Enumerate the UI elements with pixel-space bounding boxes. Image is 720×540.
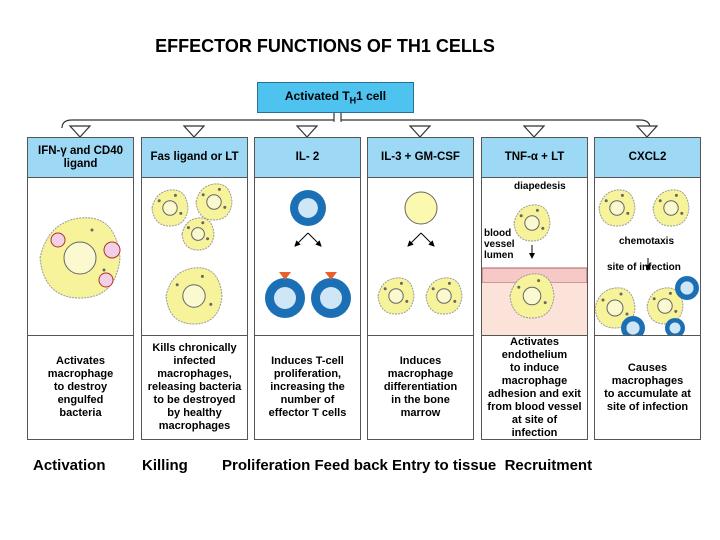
column-header: IL- 2	[254, 137, 361, 178]
column-header: CXCL2	[594, 137, 701, 178]
column-description: Activates endothelium to induce macropha…	[481, 335, 588, 440]
column-description: Induces T-cell proliferation, increasing…	[254, 335, 361, 440]
macrophage	[509, 273, 555, 319]
column-illustration	[367, 178, 474, 335]
effector-column: TNF-α + LT diapedesis blood vessel lumen …	[481, 137, 588, 440]
macrophage	[425, 277, 463, 315]
macrophage	[652, 189, 690, 227]
macrophage	[598, 189, 636, 227]
macrophage	[513, 204, 551, 242]
column-illustration: chemotaxis site of infection	[594, 178, 701, 335]
activated-th1-cell-box: Activated TH1 cell	[257, 82, 414, 113]
macrophage	[595, 287, 636, 329]
arrowhead	[182, 125, 206, 138]
bottom-label-activation: Activation	[33, 457, 106, 474]
slide-title: EFFECTOR FUNCTIONS OF TH1 CELLS	[155, 36, 495, 56]
label-blood-vessel-lumen: blood vessel lumen	[484, 228, 515, 261]
column-description: Kills chronically infected macrophages, …	[141, 335, 248, 440]
column-header: IL-3 + GM-CSF	[367, 137, 474, 178]
macrophage	[181, 217, 215, 251]
column-header: Fas ligand or LT	[141, 137, 248, 178]
macrophage	[165, 267, 223, 325]
column-header: IFN-γ and CD40 ligand	[27, 137, 134, 178]
t-cell	[311, 278, 351, 318]
effector-column: IL- 2 Induces T-cell proliferation, incr…	[254, 137, 361, 440]
t-cell	[290, 190, 326, 226]
column-description: Induces macrophage differentiation in th…	[367, 335, 474, 440]
column-description: Activates macrophage to destroy engulfed…	[27, 335, 134, 440]
arrowhead	[68, 125, 92, 138]
column-illustration	[254, 178, 361, 335]
macrophage	[195, 183, 233, 221]
column-description: Causes macrophages to accumulate at site…	[594, 335, 701, 440]
column-illustration	[141, 178, 248, 335]
column-illustration: diapedesis blood vessel lumen	[481, 178, 588, 335]
t-cell	[675, 276, 699, 300]
macrophage	[377, 277, 415, 315]
macrophage	[151, 189, 189, 227]
effector-column: IFN-γ and CD40 ligand Activates macropha…	[27, 137, 134, 440]
macrophage	[646, 287, 684, 325]
arrowhead	[408, 125, 432, 138]
t-cell	[665, 318, 685, 335]
label-diapedesis: diapedesis	[514, 181, 566, 192]
column-header: TNF-α + LT	[481, 137, 588, 178]
arrowhead	[635, 125, 659, 138]
column-illustration	[27, 178, 134, 335]
effector-column: CXCL2 chemotaxis site of infection Causes…	[594, 137, 701, 440]
bottom-label-others: Proliferation Feed back Entry to tissue …	[222, 457, 593, 474]
arrowhead	[295, 125, 319, 138]
source-label: Activated TH1 cell	[284, 89, 387, 106]
arrowhead	[522, 125, 546, 138]
t-cell	[621, 316, 645, 335]
effector-column: Fas ligand or LT Kills chronically infec…	[141, 137, 248, 440]
label-site-of-infection: site of infection	[607, 262, 681, 273]
effector-column: IL-3 + GM-CSF Induces macrophage differe…	[367, 137, 474, 440]
label-chemotaxis: chemotaxis	[619, 236, 675, 247]
t-cell	[265, 278, 305, 318]
bottom-label-killing: Killing	[142, 457, 188, 474]
